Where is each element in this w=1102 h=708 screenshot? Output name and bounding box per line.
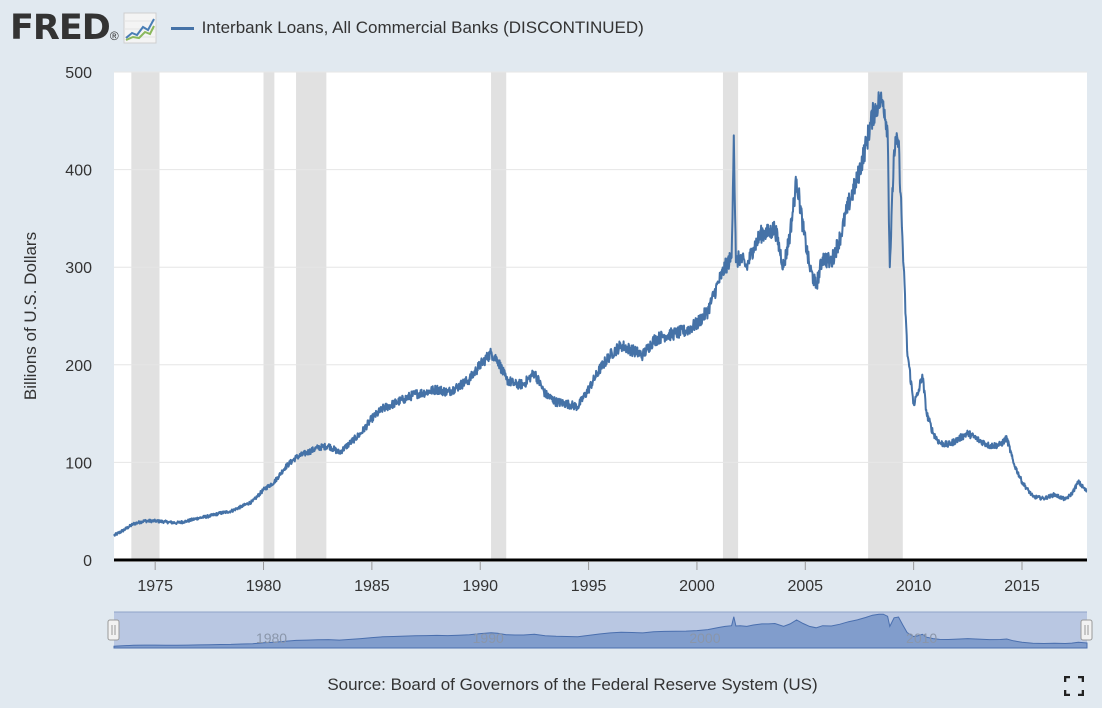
x-tick-label: 1975 <box>137 578 173 595</box>
navigator-area <box>113 613 1088 649</box>
y-tick-label: 200 <box>65 358 92 375</box>
y-tick-label: 100 <box>65 455 92 472</box>
navigator-label: 1990 <box>473 630 504 646</box>
recession-band <box>868 72 903 560</box>
navigator-handle-right[interactable] <box>1080 619 1093 641</box>
x-tick-label: 2005 <box>787 578 823 595</box>
navigator: 1980 1990 2000 2010 <box>113 613 1088 649</box>
registered-mark: ® <box>109 29 119 43</box>
y-tick-label: 500 <box>65 65 92 82</box>
x-tick-label: 2010 <box>896 578 932 595</box>
legend-label: Interbank Loans, All Commercial Banks (D… <box>201 18 644 37</box>
recession-band <box>722 72 739 560</box>
x-tick-label: 1990 <box>462 578 498 595</box>
legend[interactable]: Interbank Loans, All Commercial Banks (D… <box>170 18 644 38</box>
plot-area <box>114 72 1087 562</box>
fred-logo[interactable]: FRED <box>10 8 111 48</box>
x-tick-label: 1980 <box>246 578 282 595</box>
navigator-handle-left[interactable] <box>107 619 120 641</box>
navigator-label: 1980 <box>256 630 287 646</box>
x-axis-ticks: 1975 1980 1985 1990 1995 2000 2005 2010 2015 <box>137 562 1040 595</box>
recession-band <box>491 72 507 560</box>
y-tick-label: 0 <box>83 553 92 570</box>
x-tick-label: 2000 <box>679 578 715 595</box>
source-note: Source: Board of Governors of the Federa… <box>327 675 818 694</box>
recession-band <box>131 72 160 560</box>
trend-graph-icon <box>123 12 157 44</box>
expand-icon[interactable] <box>1064 676 1084 696</box>
recession-band <box>263 72 275 560</box>
chart-header: FRED ® Interbank Loans, All Commercial B… <box>10 8 644 48</box>
navigator-label: 2010 <box>906 630 937 646</box>
x-tick-label: 2015 <box>1004 578 1040 595</box>
y-tick-label: 300 <box>65 260 92 277</box>
series-line[interactable] <box>113 91 1088 537</box>
recession-bands <box>131 72 903 560</box>
navigator-label: 2000 <box>689 630 720 646</box>
series-group <box>113 91 1088 537</box>
y-tick-label: 400 <box>65 163 92 180</box>
y-axis-label: Billions of U.S. Dollars <box>21 232 40 400</box>
recession-band <box>296 72 327 560</box>
x-tick-label: 1995 <box>571 578 607 595</box>
legend-swatch <box>170 26 194 30</box>
x-tick-label: 1985 <box>354 578 390 595</box>
y-axis-ticks: 0 100 200 300 400 500 <box>65 65 92 570</box>
